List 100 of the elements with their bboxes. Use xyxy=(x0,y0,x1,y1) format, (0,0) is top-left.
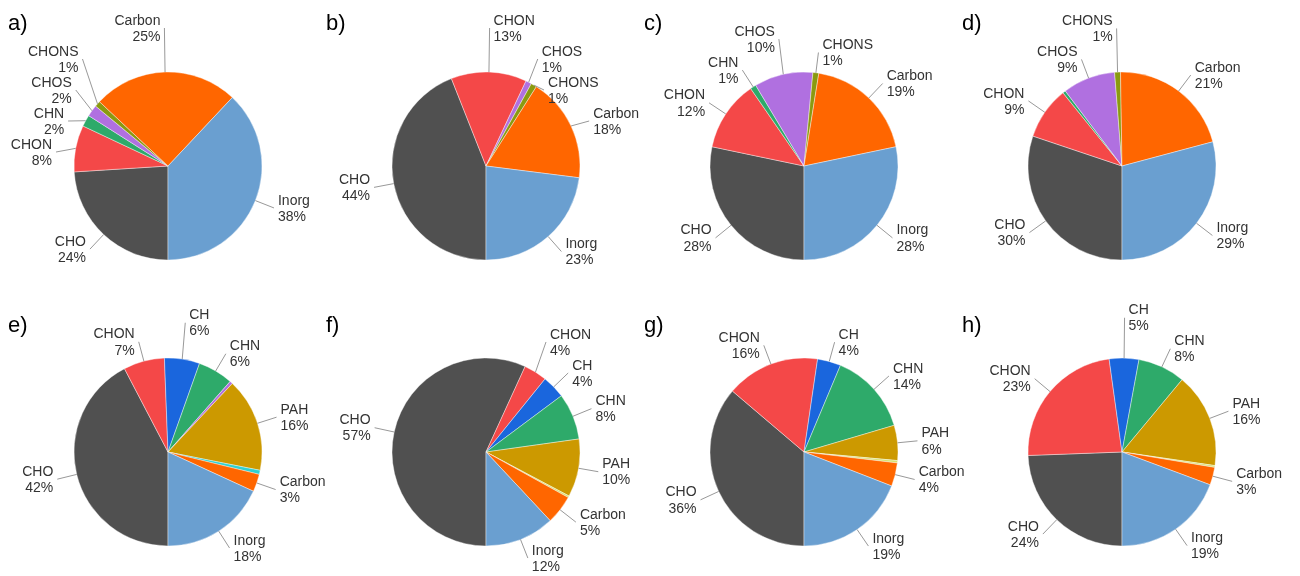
slice-label: CHO xyxy=(994,216,1026,233)
data-label: 57% xyxy=(342,427,371,444)
data-label: 1% xyxy=(718,69,739,86)
data-label: 5% xyxy=(1128,317,1149,334)
slice-label: CHON xyxy=(493,11,535,28)
chart-title: c) xyxy=(644,10,663,35)
data-label: 9% xyxy=(1057,59,1078,76)
data-label: 12% xyxy=(531,557,560,574)
chart-title: a) xyxy=(8,10,28,35)
data-label: 44% xyxy=(341,187,371,204)
data-label: 6% xyxy=(921,440,942,457)
data-label: 4% xyxy=(918,479,939,496)
data-label: 23% xyxy=(1002,378,1031,395)
data-label: 36% xyxy=(668,499,697,516)
slice-label: Carbon xyxy=(593,104,640,121)
data-label: 4% xyxy=(550,341,571,358)
slice-label: PAH xyxy=(921,424,950,441)
slice-label: Inorg xyxy=(233,531,266,548)
slice-label: Carbon xyxy=(1194,58,1241,75)
chart-title: b) xyxy=(326,10,346,35)
chart-title: g) xyxy=(644,312,664,337)
data-label: 10% xyxy=(746,38,775,55)
slice-label: CHONS xyxy=(1062,12,1113,29)
data-label: 4% xyxy=(838,341,859,358)
slice-label: CHO xyxy=(1007,517,1039,534)
slice-label: CHO xyxy=(339,411,371,428)
slice-label: Carbon xyxy=(1236,464,1283,481)
slice-label: CHO xyxy=(54,232,87,249)
data-label: 28% xyxy=(683,237,712,254)
slice-label: CHON xyxy=(983,84,1025,101)
slice-label: Carbon xyxy=(279,473,326,490)
data-label: 16% xyxy=(280,416,309,433)
data-label: 18% xyxy=(593,120,622,137)
slice-label: CH xyxy=(189,306,210,323)
chart-title: d) xyxy=(962,10,982,35)
data-label: 18% xyxy=(233,547,262,564)
slice-label: CHOS xyxy=(541,42,583,59)
slice-label: Inorg xyxy=(531,541,564,558)
chart-title: e) xyxy=(8,312,28,337)
slice-label: CHN xyxy=(1174,332,1205,349)
data-label: 24% xyxy=(57,248,86,265)
chart-title: f) xyxy=(326,312,340,337)
slice-label: CHON xyxy=(989,362,1031,379)
data-label: 25% xyxy=(132,27,161,44)
slice-label: CHN xyxy=(892,359,924,376)
slice-label: PAH xyxy=(280,400,309,417)
slice-label: Inorg xyxy=(872,529,905,546)
slice-label: CHONS xyxy=(27,42,79,59)
slice-label: Carbon xyxy=(886,67,933,84)
slice-label: CHOS xyxy=(31,73,72,90)
slice-label: Inorg xyxy=(277,191,310,208)
data-label: 19% xyxy=(872,545,901,562)
slice-label: CHON xyxy=(718,328,760,345)
slice-label: Inorg xyxy=(1216,219,1249,236)
slice-label: Carbon xyxy=(918,463,965,480)
slice-label: Carbon xyxy=(579,505,626,522)
slice-label: CHONS xyxy=(822,36,873,53)
data-label: 8% xyxy=(595,408,616,425)
slice-label: CHONS xyxy=(548,73,599,90)
slice-label: CHON xyxy=(10,135,53,152)
data-label: 30% xyxy=(997,232,1026,249)
data-label: 12% xyxy=(677,102,706,119)
slice-label: CHOS xyxy=(734,22,775,39)
data-label: 1% xyxy=(541,58,562,75)
data-label: 3% xyxy=(279,489,300,506)
data-label: 9% xyxy=(1004,100,1025,117)
slice-label: PAH xyxy=(602,455,631,472)
slice-label: CHOS xyxy=(1037,43,1078,60)
data-label: 29% xyxy=(1216,235,1245,252)
data-label: 16% xyxy=(1232,410,1261,427)
data-label: 16% xyxy=(731,345,760,362)
data-label: 1% xyxy=(1092,28,1113,45)
slice-label: CHO xyxy=(338,170,371,187)
data-label: 23% xyxy=(565,251,594,268)
data-label: 6% xyxy=(229,353,251,370)
slice-label: CHON xyxy=(93,325,135,342)
data-label: 8% xyxy=(31,151,53,168)
slice-label: PAH xyxy=(1232,394,1261,411)
slice-label: Carbon xyxy=(114,11,161,28)
slice-label: Inorg xyxy=(896,221,929,238)
data-label: 38% xyxy=(277,207,307,224)
data-label: 21% xyxy=(1194,74,1223,91)
data-label: 3% xyxy=(1236,481,1257,498)
slice-label: CHO xyxy=(680,221,712,238)
data-label: 4% xyxy=(572,372,593,389)
slice-label: CHN xyxy=(33,104,65,121)
data-label: 24% xyxy=(1010,533,1039,550)
data-label: 42% xyxy=(25,478,54,495)
data-label: 13% xyxy=(493,27,522,44)
data-label: 14% xyxy=(892,375,921,392)
data-label: 1% xyxy=(822,52,843,69)
slice-label: CH xyxy=(1128,301,1149,318)
slice-label: CH xyxy=(838,325,859,342)
data-label: 8% xyxy=(1174,348,1195,365)
data-label: 19% xyxy=(1191,545,1220,562)
data-label: 5% xyxy=(579,521,601,538)
slice-label: CHN xyxy=(229,337,261,354)
data-label: 1% xyxy=(58,58,79,75)
data-label: 6% xyxy=(189,322,210,339)
data-label: 19% xyxy=(886,83,915,100)
